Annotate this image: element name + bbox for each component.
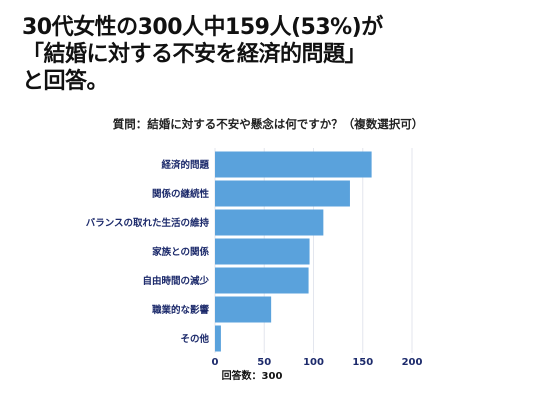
category-label: 職業的な影響: [152, 304, 210, 316]
x-tick-labels: 0 50 100 150 200: [212, 357, 423, 368]
category-label: バランスの取れた生活の維持: [86, 217, 210, 229]
bar: [215, 267, 309, 294]
bar: [215, 180, 350, 207]
x-tick-label: 0: [212, 357, 219, 368]
question-text: 質問：結婚に対する不安や懸念は何ですか？（複数選択可）: [112, 117, 424, 131]
x-axis-label: 回答数：300: [222, 369, 283, 382]
category-label: 経済的問題: [161, 159, 209, 171]
category-label: 関係の継続性: [152, 188, 210, 200]
category-label: その他: [180, 333, 209, 345]
bar: [215, 296, 272, 323]
headline-line-3: と回答。: [22, 69, 109, 94]
headline-line-1: 30代女性の300人中159人(53%)が: [22, 15, 383, 40]
bars: [215, 151, 372, 352]
x-tick-label: 50: [257, 357, 271, 368]
x-tick-label: 200: [402, 357, 423, 368]
bar: [215, 325, 221, 352]
bar: [215, 209, 324, 236]
bar: [215, 238, 310, 265]
x-tick-label: 150: [352, 357, 373, 368]
category-label: 自由時間の減少: [142, 275, 209, 287]
category-labels: 経済的問題関係の継続性バランスの取れた生活の維持家族との関係自由時間の減少職業的…: [86, 159, 210, 345]
bar: [215, 151, 372, 178]
headline-line-2: 「結婚に対する不安を経済的問題」: [22, 42, 367, 67]
category-label: 家族との関係: [152, 246, 209, 258]
headline: 30代女性の300人中159人(53%)が 「結婚に対する不安を経済的問題」 と…: [22, 14, 522, 95]
x-tick-label: 100: [303, 357, 324, 368]
